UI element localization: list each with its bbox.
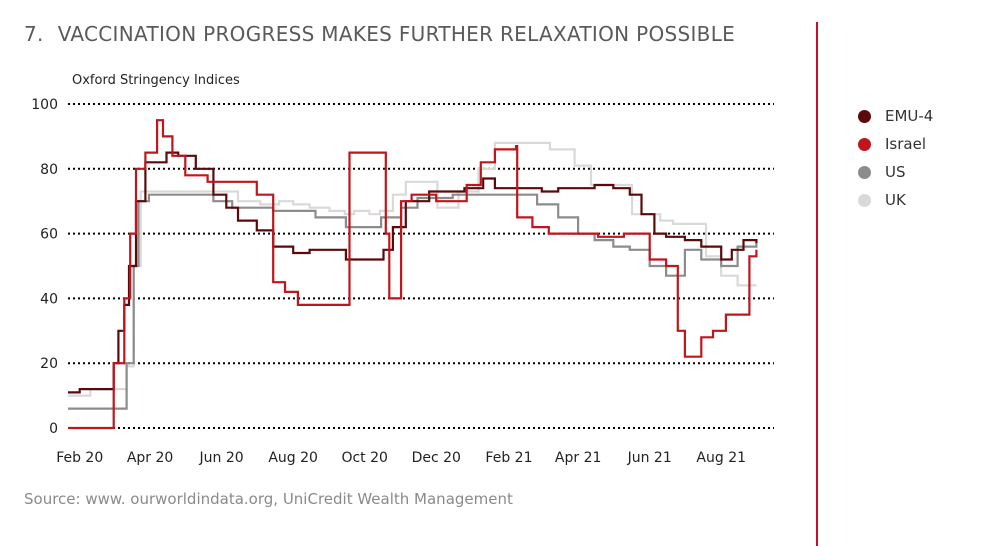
y-tick-label: 60 [40, 227, 58, 243]
legend-label: UK [885, 191, 906, 209]
x-tick-label: Apr 20 [127, 450, 173, 466]
legend-item-us: US [858, 158, 933, 186]
y-axis-label: Oxford Stringency Indices [72, 73, 240, 88]
legend-item-uk: UK [858, 186, 933, 214]
x-tick-label: Dec 20 [412, 450, 461, 466]
y-tick-label: 100 [31, 97, 58, 113]
y-tick-label: 0 [49, 421, 58, 437]
series-line-israel [68, 119, 758, 430]
chart-title-text: VACCINATION PROGRESS MAKES FURTHER RELAX… [57, 22, 736, 46]
x-tick-label: Feb 20 [56, 450, 103, 466]
series-line-emu-4 [68, 151, 758, 394]
legend-label: Israel [885, 135, 926, 153]
legend-marker [858, 165, 871, 179]
x-tick-label: Aug 21 [696, 450, 746, 466]
x-tick-label: Aug 20 [268, 450, 318, 466]
source-note: Source: www. ourworldindata.org, UniCred… [24, 490, 513, 508]
y-tick-label: 40 [40, 291, 58, 307]
legend-label: EMU-4 [885, 107, 934, 125]
x-tick-label: Oct 20 [341, 450, 387, 466]
legend-marker [858, 193, 871, 207]
legend-item-emu-4: EMU-4 [858, 102, 933, 130]
legend-marker [858, 109, 871, 123]
y-tick-label: 20 [40, 356, 58, 372]
x-tick-label: Apr 21 [555, 450, 601, 466]
series-line-uk [68, 141, 757, 397]
legend-label: US [885, 163, 906, 181]
legend-item-israel: Israel [858, 130, 933, 158]
legend-marker [858, 137, 871, 151]
chart-number: 7. [24, 22, 44, 46]
x-tick-label: Jun 21 [627, 450, 672, 466]
series-line-us [68, 193, 758, 410]
x-tick-label: Feb 21 [485, 450, 532, 466]
chart-legend: EMU-4 Israel US UK [858, 102, 933, 214]
divider-line [816, 22, 818, 546]
line-chart: Oxford Stringency Indices 0 20 40 60 80 100 Feb… [31, 73, 774, 466]
chart-title: 7. VACCINATION PROGRESS MAKES FURTHER REL… [24, 22, 735, 46]
y-tick-label: 80 [40, 162, 58, 178]
x-tick-label: Jun 20 [199, 450, 244, 466]
